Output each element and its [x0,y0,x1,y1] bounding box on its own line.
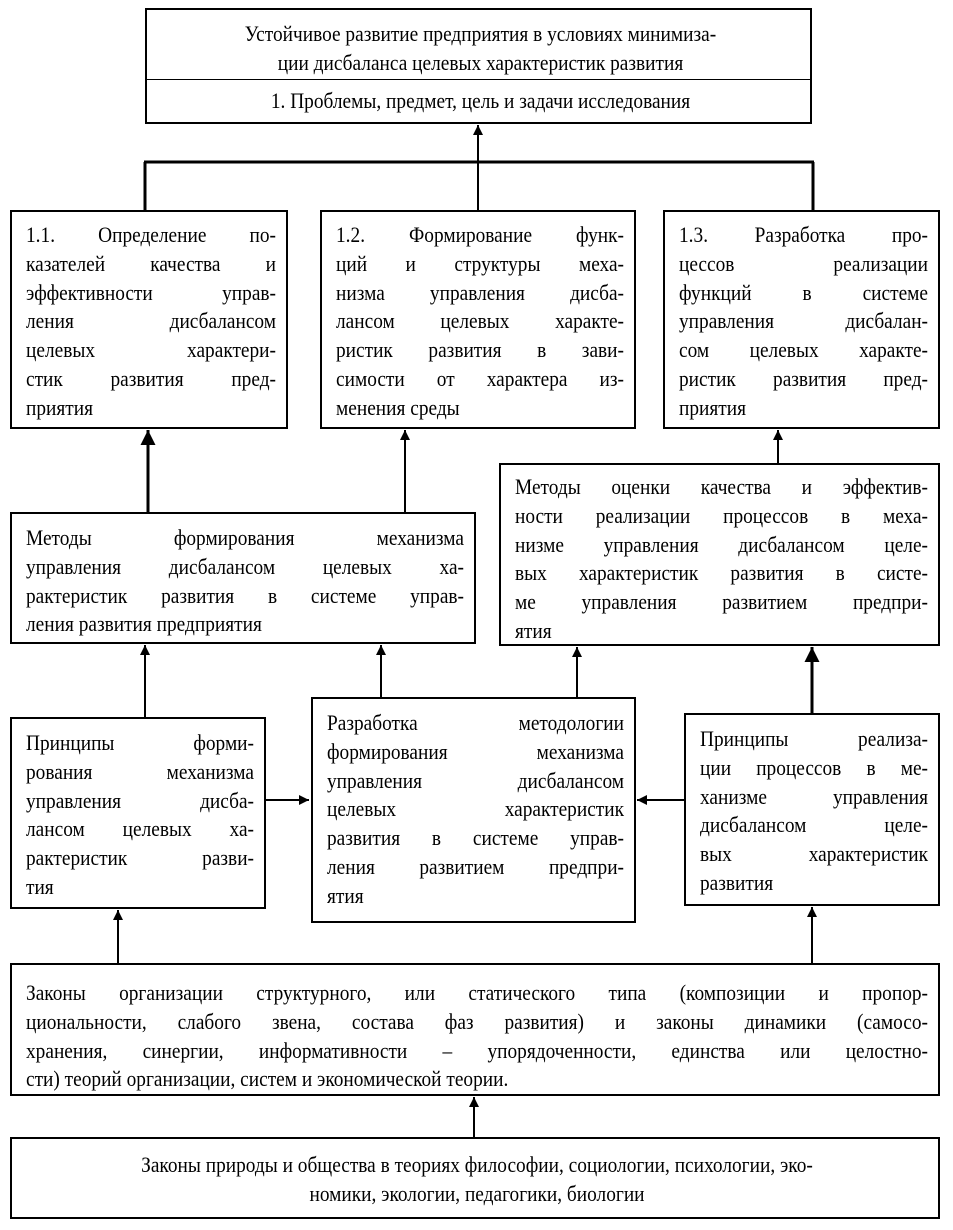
goal-divider [147,79,810,80]
text-line: 1.1. Определение по- [26,222,276,247]
text-line: ления дисбалансом [26,308,276,334]
task-1-2-text: 1.2. Формирование функ-ций и структуры м… [336,221,624,423]
text-line: ления развитием предпри- [327,853,624,879]
text-line: эффективности управ- [26,279,276,305]
goal-text: Устойчивое развитие предприятия в услови… [161,20,800,78]
task-1-1-box: 1.1. Определение по-казателей качества и… [10,210,288,429]
laws-text: Законы организации структурного, или ста… [26,979,928,1094]
text-line: Законы природы и общества в теориях фило… [141,1152,813,1177]
text-line: симости от характера из- [336,365,624,391]
text-line: функций в системе [679,279,928,305]
text-line: приятия [679,394,746,420]
goal-box: Устойчивое развитие предприятия в услови… [145,8,812,124]
text-line: рактеристик развития в системе управ- [26,582,464,608]
methods-right-text: Методы оценки качества и эффектив-ности … [515,473,928,646]
text-line: стик развития пред- [26,365,276,391]
text-line: сом целевых характе- [679,337,928,363]
task-1-2-box: 1.2. Формирование функ-ций и структуры м… [320,210,636,429]
text-line: Устойчивое развитие предприятия в услови… [244,21,717,46]
text-line: рования механизма [26,758,254,784]
text-line: лансом целевых характе- [336,308,624,334]
text-line: развития [700,869,774,895]
text-line: номики, экологии, педагогики, биологии [309,1180,645,1206]
text-line: рактеристик разви- [26,845,254,871]
text-line: ристик развития пред- [679,365,928,391]
text-line: ции процессов в ме- [700,754,928,780]
text-line: менения среды [336,394,460,420]
text-line: низме управления дисбалансом целе- [515,531,928,557]
goal-subtitle: 1. Проблемы, предмет, цель и задачи иссл… [161,87,800,116]
text-line: управления дисбалансом целевых ха- [26,553,464,579]
text-line: Методы оценки качества и эффектив- [515,474,928,499]
text-line: ристик развития в зави- [336,337,624,363]
text-line: вых характеристик развития в систе- [515,560,928,586]
text-line: сти) теорий организации, систем и эконом… [26,1066,509,1092]
text-line: ности реализации процессов в меха- [515,502,928,528]
text-line: ций и структуры меха- [336,250,624,276]
nature-laws-text: Законы природы и общества в теориях фило… [26,1151,928,1209]
text-line: хранения, синергии, информативности – уп… [26,1037,928,1063]
text-line: лансом целевых ха- [26,816,254,842]
principles-right-text: Принципы реализа-ции процессов в ме-хани… [700,725,928,898]
text-line: управления дисба- [26,787,254,813]
text-line: целевых характери- [26,337,276,363]
text-line: формирования механизма [327,738,624,764]
text-line: дисбалансом целе- [700,812,928,838]
text-line: 1.3. Разработка про- [679,222,928,247]
text-line: развития в системе управ- [327,825,624,851]
text-line: ханизме управления [700,783,928,809]
methods-left-box: Методы формирования механизма управления … [10,512,476,644]
text-line: низма управления дисба- [336,279,624,305]
methods-left-text: Методы формирования механизма управления … [26,524,464,639]
text-line: приятия [26,394,93,420]
text-line: ятия [327,882,364,908]
text-line: Законы организации структурного, или ста… [26,980,928,1005]
text-line: управления дисбалан- [679,308,928,334]
task-1-3-text: 1.3. Разработка про-цессов реализации фун… [679,221,928,423]
text-line: ции дисбаланса целевых характеристик раз… [277,49,684,75]
text-line: цессов реализации [679,250,928,276]
text-line: управления дисбалансом [327,767,624,793]
task-1-3-box: 1.3. Разработка про-цессов реализации фун… [663,210,940,429]
text-line: казателей качества и [26,250,276,276]
text-line: ления развития предприятия [26,611,262,637]
methodology-text: Разработка методологии формирования механ… [327,709,624,911]
text-line: 1.2. Формирование функ- [336,222,624,247]
laws-box: Законы организации структурного, или ста… [10,963,940,1096]
methods-right-box: Методы оценки качества и эффектив-ности … [499,463,940,646]
text-line: Разработка методологии [327,710,624,735]
nature-laws-box: Законы природы и общества в теориях фило… [10,1137,940,1219]
text-line: вых характеристик [700,841,928,867]
principles-left-box: Принципы форми-рования механизма управлен… [10,717,266,909]
text-line: целевых характеристик [327,796,624,822]
text-line: Принципы форми- [26,730,254,755]
text-line: Методы формирования механизма [26,525,464,550]
text-line: Принципы реализа- [700,726,928,751]
task-1-1-text: 1.1. Определение по-казателей качества и… [26,221,276,423]
principles-right-box: Принципы реализа-ции процессов в ме-хани… [684,713,940,906]
goal-subtitle-text: 1. Проблемы, предмет, цель и задачи иссл… [270,88,691,113]
principles-left-text: Принципы форми-рования механизма управлен… [26,729,254,902]
methodology-box: Разработка методологии формирования механ… [311,697,636,923]
text-line: ме управления развитием предпри- [515,589,928,615]
text-line: циональности, слабого звена, состава фаз… [26,1008,928,1034]
text-line: тия [26,873,54,899]
text-line: ятия [515,617,552,643]
